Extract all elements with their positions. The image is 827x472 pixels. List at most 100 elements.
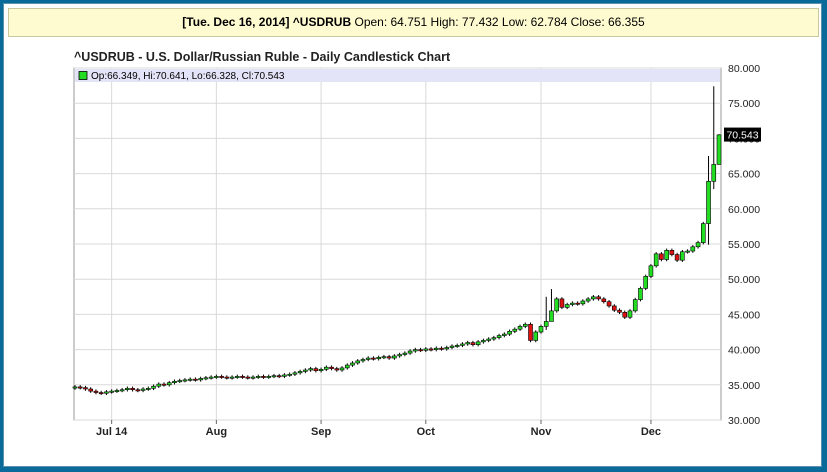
candle-body: [638, 288, 643, 300]
candle-body: [203, 377, 209, 380]
candle-body: [491, 337, 497, 340]
candle-body: [88, 388, 94, 392]
candle-body: [156, 383, 162, 387]
candle-body: [151, 385, 156, 389]
candle-body: [271, 375, 277, 378]
candle-body: [208, 376, 214, 379]
candle-body: [454, 345, 460, 347]
candle-body: [119, 389, 125, 392]
candle-body: [622, 311, 628, 318]
date-symbol: [Tue. Dec 16, 2014] ^USDRUB: [182, 15, 352, 29]
candle-body: [517, 326, 523, 330]
y-tick-label: 65.000: [728, 169, 760, 181]
candle-body: [632, 299, 638, 312]
candle-body: [355, 360, 361, 364]
candle-body: [496, 335, 502, 338]
legend-text: Op:66.349, Hi:70.641, Lo:66.328, Cl:70.5…: [91, 71, 285, 82]
candle-body: [386, 356, 392, 359]
y-tick-label: 80.000: [728, 63, 760, 75]
candle-body: [240, 376, 245, 378]
candle-body: [245, 376, 251, 379]
y-tick-label: 35.000: [728, 380, 760, 392]
candle-body: [449, 345, 455, 348]
candle-body: [287, 373, 292, 376]
candle-body: [402, 352, 408, 355]
candle-body: [460, 343, 465, 346]
candle-body: [219, 376, 224, 378]
x-tick-label: Sep: [311, 426, 331, 438]
candle-body: [570, 302, 575, 305]
candle-body: [685, 250, 690, 253]
y-tick-label: 55.000: [728, 239, 760, 251]
candle-body: [700, 223, 706, 243]
candle-body: [381, 356, 387, 359]
ohlc-values: Open: 64.751 High: 77.432 Low: 62.784 Cl…: [354, 15, 645, 29]
candle-body: [585, 298, 591, 302]
x-tick-label: Jul 14: [96, 426, 128, 438]
candle-body: [533, 331, 539, 341]
candle-body: [177, 380, 183, 383]
candle-body: [292, 372, 298, 375]
candle-body: [334, 368, 340, 371]
candle-body: [109, 390, 114, 393]
candle-body: [114, 390, 120, 392]
candle-body: [706, 181, 711, 224]
candle-body: [344, 364, 350, 369]
candle-body: [444, 347, 450, 350]
candle-body: [161, 383, 167, 386]
candle-body: [716, 134, 722, 165]
candle-body: [166, 382, 172, 386]
candle-body: [690, 246, 696, 252]
candle-body: [140, 388, 146, 391]
candle-body: [674, 254, 680, 261]
x-tick-label: Oct: [417, 426, 436, 438]
candle-body: [601, 298, 607, 303]
candle-body: [329, 366, 334, 369]
candle-body: [611, 305, 617, 311]
candle-body: [324, 366, 329, 370]
candle-body: [428, 348, 434, 351]
candle-body: [350, 362, 355, 366]
candle-body: [695, 242, 701, 248]
candle-body: [282, 374, 287, 377]
candle-body: [365, 357, 371, 360]
candle-body: [627, 310, 633, 318]
legend-swatch: [78, 71, 88, 80]
candle-body: [146, 388, 151, 390]
x-tick-label: Dec: [641, 426, 661, 438]
candle-body: [470, 342, 476, 345]
candle-body: [303, 369, 308, 372]
candle-body: [318, 369, 324, 372]
candle-body: [397, 354, 402, 357]
candle-body: [659, 253, 664, 260]
candle-body: [507, 330, 512, 335]
candle-body: [308, 368, 313, 371]
candle-body: [224, 376, 230, 379]
y-tick-label: 30.000: [728, 415, 760, 427]
candle-body: [617, 309, 622, 313]
candle-body: [407, 350, 413, 354]
candle-body: [77, 386, 83, 389]
candle-body: [549, 310, 554, 322]
candle-body: [475, 341, 481, 345]
last-price-box: [724, 127, 761, 142]
candle-body: [235, 376, 240, 378]
candle-body: [502, 333, 507, 336]
candle-body: [680, 251, 685, 261]
ohlc-info-bar: [Tue. Dec 16, 2014] ^USDRUB Open: 64.751…: [8, 8, 819, 37]
candle-body: [98, 392, 104, 395]
candle-body: [135, 389, 141, 392]
candle-body: [423, 348, 429, 351]
candle-body: [648, 265, 654, 277]
candle-body: [580, 300, 586, 305]
candle-body: [229, 376, 235, 379]
candle-body: [83, 387, 88, 390]
candle-body: [711, 164, 717, 182]
candle-body: [187, 378, 193, 381]
candle-body: [255, 376, 261, 378]
candle-body: [313, 368, 319, 372]
candle-body: [392, 355, 397, 359]
candle-body: [664, 250, 669, 260]
candle-body: [130, 388, 135, 391]
candle-body: [643, 276, 648, 289]
